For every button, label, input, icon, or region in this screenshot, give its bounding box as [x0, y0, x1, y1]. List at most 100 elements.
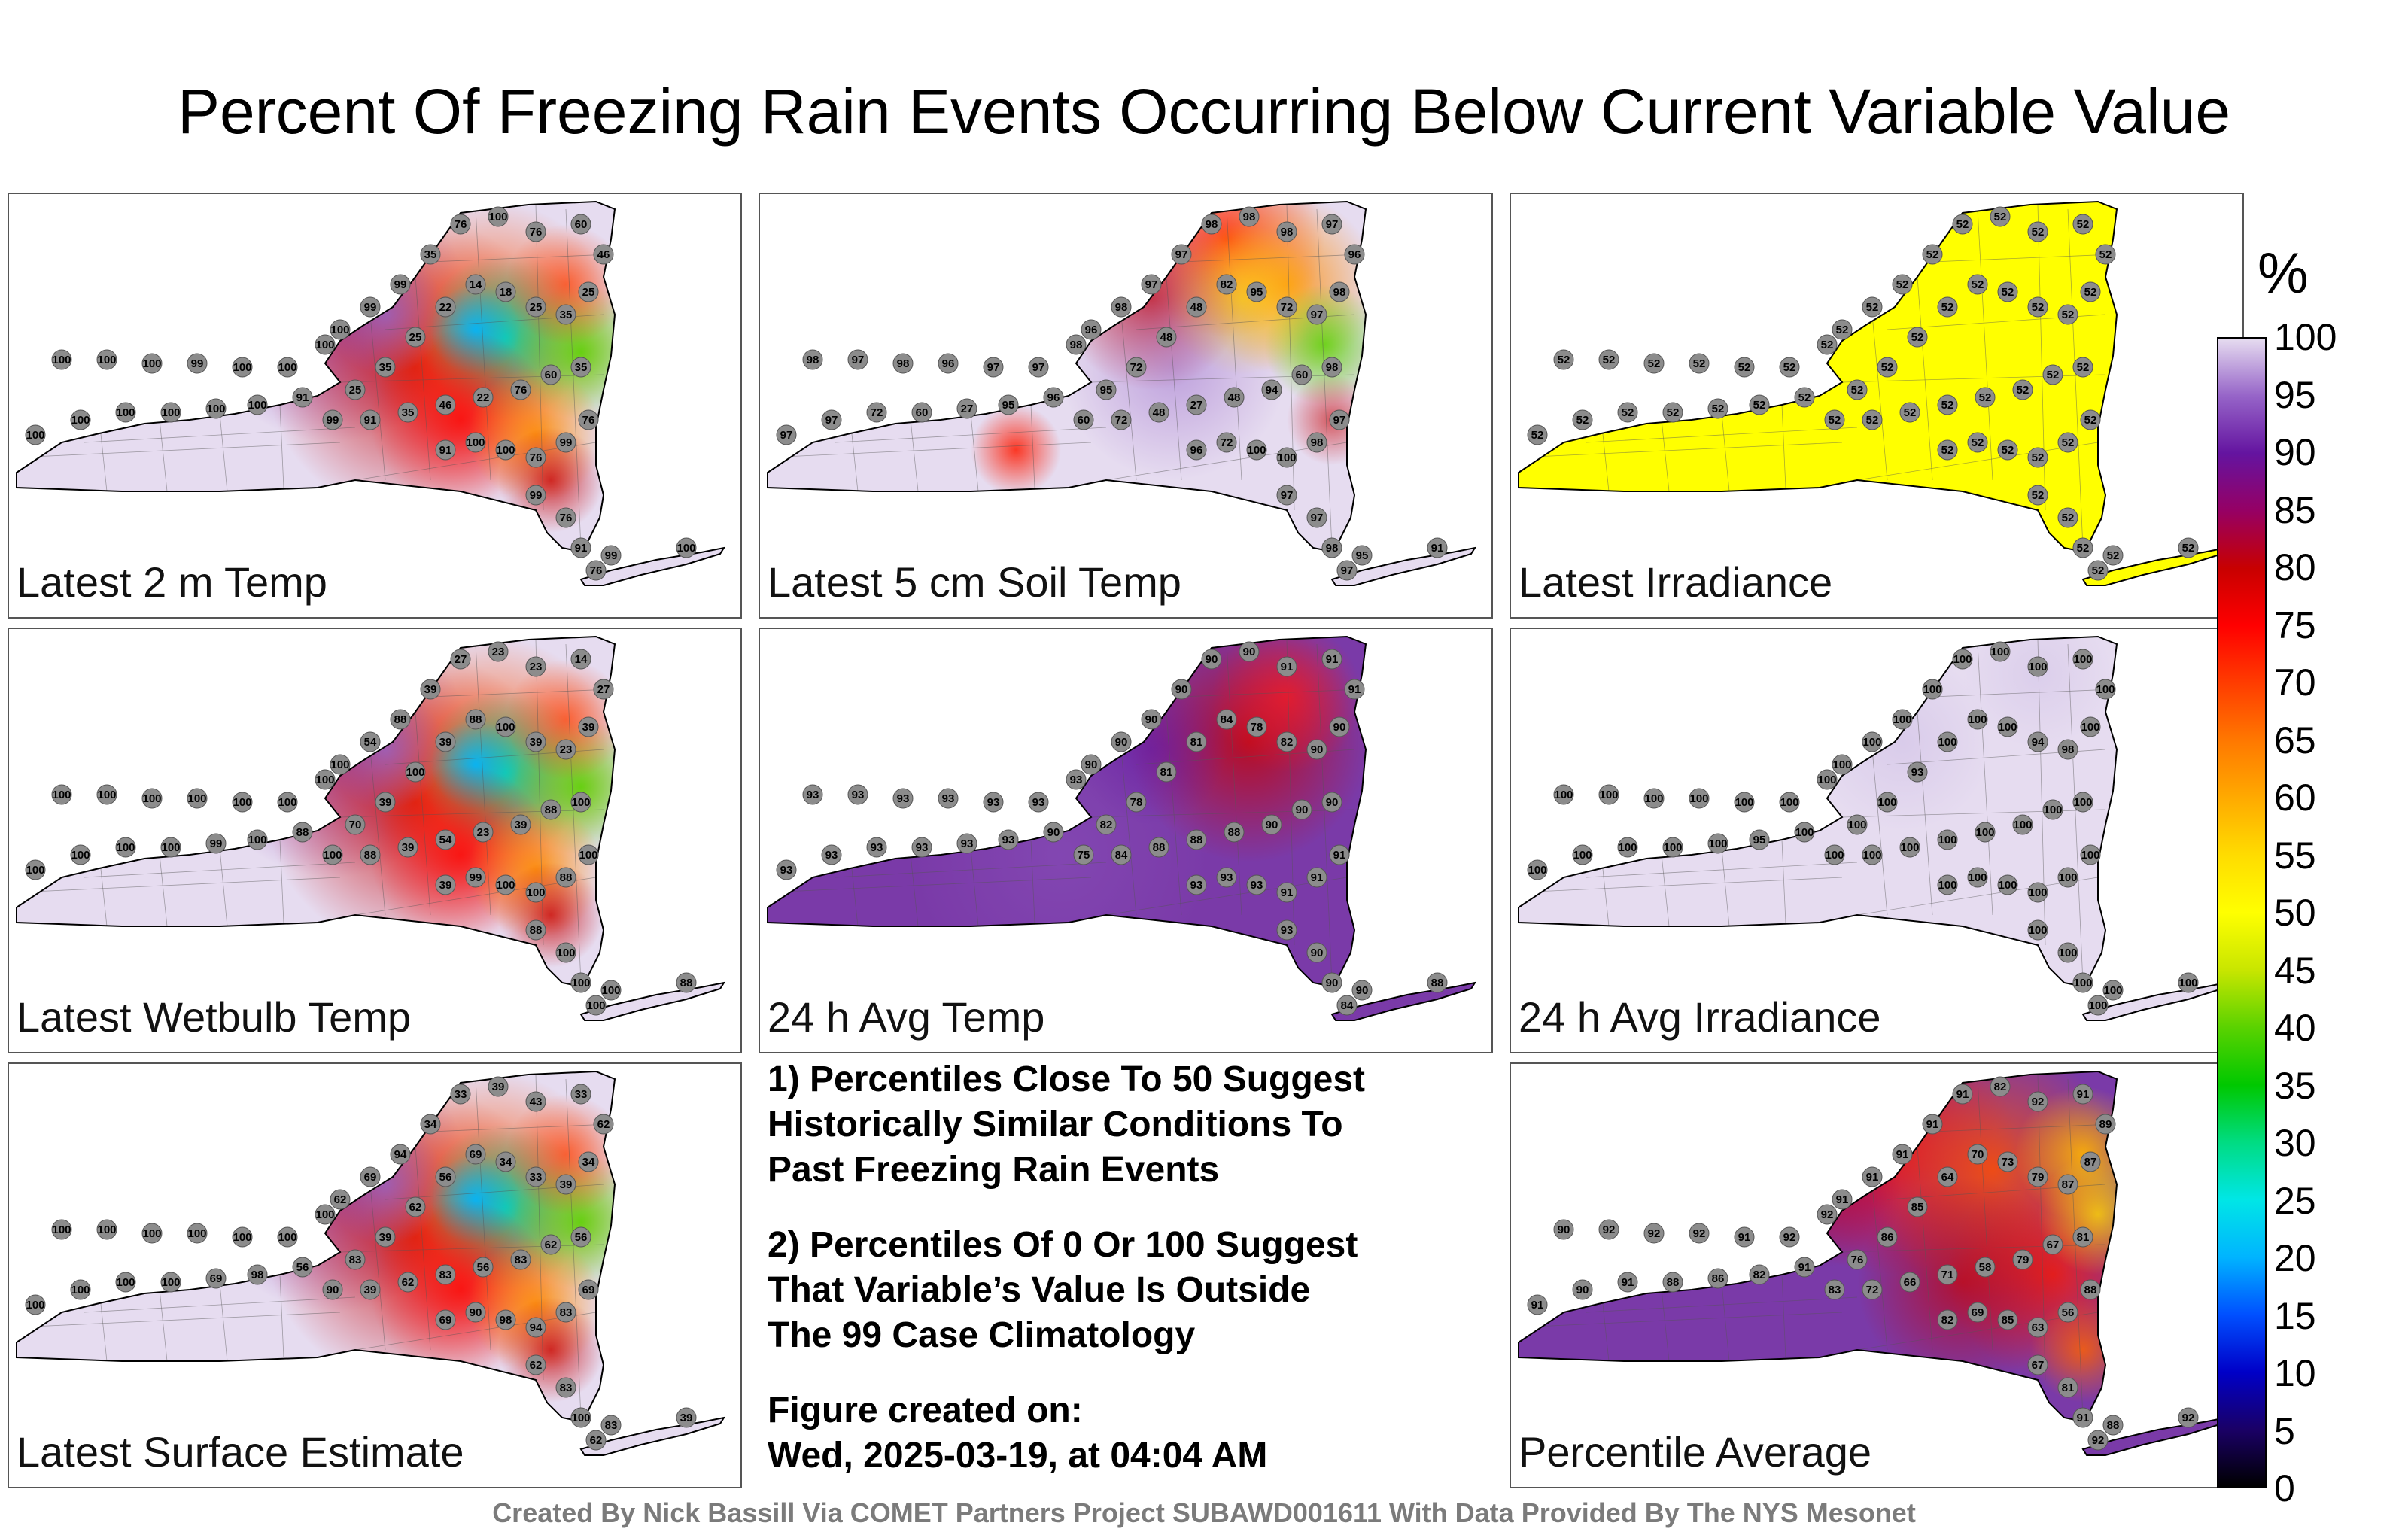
shading-blob [911, 704, 1212, 1005]
station-value: 25 [582, 286, 595, 299]
station-value: 52 [1836, 324, 1849, 336]
station-value: 14 [575, 653, 588, 666]
station-value: 92 [1693, 1227, 1706, 1240]
station-marker [1186, 829, 1207, 850]
station-marker [1997, 1309, 2018, 1330]
panel-latest-5cm-soil-temp: 98 97 98 96 97 97 98 97 97 72 60 27 95 96 96 98 97 97 98 98… [759, 193, 1493, 619]
station-marker [435, 731, 456, 752]
station-value: 97 [1145, 278, 1158, 291]
station-marker [600, 1415, 622, 1436]
station-marker [1643, 788, 1665, 809]
station-value: 35 [424, 248, 437, 261]
station-marker [1261, 814, 1282, 835]
station-value: 52 [2032, 451, 2045, 464]
station-marker [495, 281, 516, 302]
station-marker [397, 1272, 418, 1293]
station-marker [1899, 1272, 1920, 1293]
panel-latest-2m-temp: 100 100 100 99 100 100 100 100 100 100 100 100 100 91… [8, 193, 742, 619]
shading-blob [498, 427, 604, 533]
station-value: 78 [1251, 721, 1263, 734]
state-map: 100 100 100 100 100 100 100 100 100 100 100 100 95 10… [1518, 635, 2228, 1021]
station-marker [1997, 874, 2018, 895]
station-value: 90 [1333, 721, 1346, 734]
station-marker [555, 432, 576, 453]
station-value: 93 [1032, 796, 1045, 809]
station-marker [1937, 1309, 1958, 1330]
station-value: 91 [1622, 1276, 1634, 1289]
station-value: 95 [1002, 399, 1015, 412]
county-border [219, 413, 228, 492]
station-marker [1572, 409, 1593, 430]
station-value: 100 [1825, 849, 1844, 862]
station-marker [232, 792, 253, 813]
station-value: 100 [586, 999, 605, 1012]
station-marker [1617, 837, 1638, 858]
station-value: 46 [597, 248, 610, 261]
county-border [1932, 688, 2114, 698]
station-value: 52 [2047, 369, 2060, 381]
station-marker [205, 398, 227, 419]
station-marker [555, 739, 576, 760]
colorbar-tick: 5 [2274, 1409, 2295, 1452]
station-marker [1967, 274, 1988, 295]
station-value: 93 [1911, 766, 1924, 779]
station-marker [2072, 649, 2093, 670]
station-marker [983, 792, 1004, 813]
station-value: 76 [530, 451, 543, 464]
station-marker [1306, 304, 1327, 325]
station-value: 100 [2028, 661, 2047, 673]
station-value: 100 [248, 399, 266, 412]
station-value: 100 [26, 1299, 44, 1312]
station-marker [2042, 1234, 2063, 1255]
station-marker [141, 788, 163, 809]
station-marker [360, 844, 381, 865]
station-marker [1329, 844, 1350, 865]
station-value: 35 [575, 361, 588, 374]
station-marker [1794, 1257, 1815, 1278]
station-marker [420, 244, 441, 265]
station-marker [1734, 792, 1755, 813]
station-value: 100 [2058, 871, 2077, 884]
station-value: 100 [2013, 819, 2032, 831]
station-marker [160, 402, 181, 423]
station-value: 93 [1281, 924, 1294, 937]
station-value: 100 [116, 841, 135, 854]
county-border [1519, 442, 1843, 458]
station-value: 100 [1938, 879, 1956, 892]
station-value: 100 [187, 1227, 206, 1240]
station-marker [51, 1219, 72, 1240]
station-value: 64 [1941, 1171, 1954, 1184]
station-marker [292, 387, 313, 408]
station-value: 52 [2107, 549, 2120, 562]
station-value: 100 [233, 361, 251, 374]
station-value: 100 [1247, 444, 1266, 457]
station-value: 91 [1326, 653, 1339, 666]
panel-label: Latest 5 cm Soil Temp [768, 558, 1181, 606]
colorbar-tick: 25 [2274, 1179, 2316, 1222]
county-border [17, 877, 341, 893]
station-value: 91 [1738, 1231, 1751, 1244]
station-value: 48 [1160, 331, 1173, 344]
station-marker [578, 1279, 599, 1300]
station-value: 91 [1896, 1148, 1909, 1161]
station-marker [495, 716, 516, 737]
colorbar-tick: 85 [2274, 488, 2316, 531]
station-value: 100 [571, 1412, 590, 1424]
county-border [1105, 442, 1348, 481]
station-value: 84 [1221, 713, 1233, 726]
station-marker [1216, 274, 1237, 295]
county-border [1181, 688, 1363, 698]
station-marker [593, 679, 614, 700]
station-marker [2080, 281, 2101, 302]
county-border [1856, 877, 2099, 916]
station-value: 52 [1979, 391, 1992, 404]
station-value: 100 [315, 774, 334, 786]
station-marker [1553, 1219, 1574, 1240]
station-value: 98 [1281, 226, 1294, 239]
station-marker [247, 1264, 268, 1285]
station-marker [2095, 244, 2116, 265]
station-marker [1329, 281, 1350, 302]
station-value: 18 [500, 286, 512, 299]
station-marker [1201, 649, 1222, 670]
station-marker [330, 1189, 351, 1210]
